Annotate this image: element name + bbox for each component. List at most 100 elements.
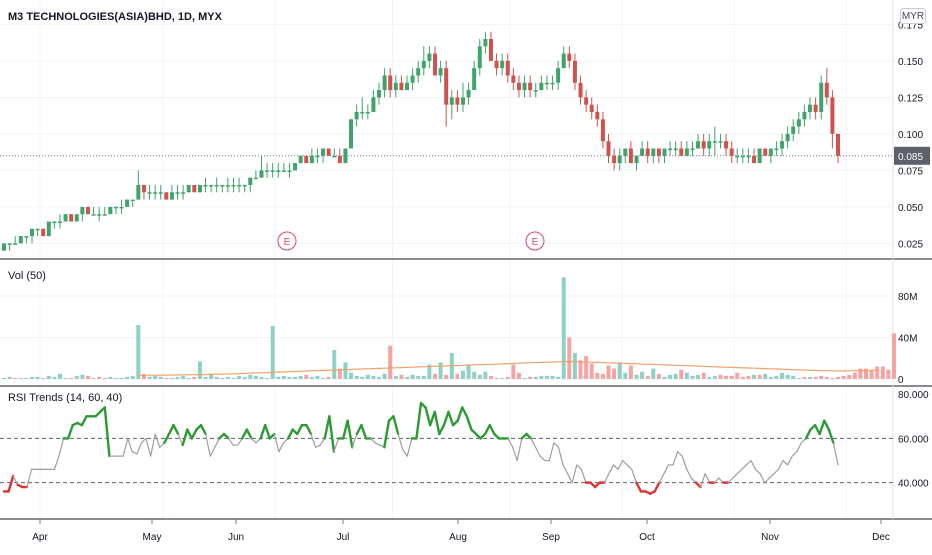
last-price-label: 0.085: [898, 152, 923, 163]
candle-body: [472, 68, 477, 91]
rsi-segment: [333, 437, 340, 453]
rsi-segment: [745, 459, 752, 466]
volume-bar: [91, 377, 96, 379]
candle-body: [80, 206, 85, 215]
volume-bar: [7, 376, 12, 379]
rsi-segment: [222, 432, 230, 440]
candle-body: [460, 97, 465, 105]
candle-body: [556, 68, 561, 83]
candle-body: [483, 38, 488, 47]
rsi-segment: [305, 423, 313, 436]
price-axis-tick: 0.025: [898, 239, 923, 250]
candle-body: [220, 184, 225, 187]
volume-bar: [80, 374, 85, 379]
rsi-segment: [131, 451, 138, 455]
rsi-segment: [315, 444, 321, 448]
volume-bar: [410, 374, 415, 379]
rsi-segment: [433, 410, 441, 436]
volume-bar: [763, 373, 768, 379]
rsi-segment: [186, 428, 194, 440]
volume-bar: [444, 374, 449, 379]
volume-bar: [623, 372, 628, 379]
price-axis-tick: 0.100: [898, 130, 923, 141]
rsi-segment: [653, 481, 661, 493]
volume-bar: [841, 375, 846, 379]
candle-body: [388, 75, 393, 91]
rsi-segment: [145, 437, 152, 457]
candle-body: [567, 53, 572, 61]
volume-bar: [595, 372, 600, 379]
rsi-segment: [397, 433, 404, 451]
candle-body: [102, 214, 107, 216]
price-axis-tick: 0.150: [898, 57, 923, 68]
volume-bar: [696, 374, 701, 379]
rsi-segment: [273, 433, 280, 453]
volume-axis-tick: 80M: [898, 292, 917, 303]
candle-body: [326, 148, 331, 156]
volume-bar: [617, 362, 622, 379]
earnings-marker: [525, 231, 545, 251]
candle-body: [684, 148, 689, 156]
volume-bar: [578, 360, 583, 379]
candle-body: [119, 206, 124, 209]
volume-bar: [791, 375, 796, 379]
earnings-marker-label: E: [284, 237, 291, 248]
candle-body: [432, 53, 437, 76]
rsi-segment: [154, 433, 161, 448]
candle-body: [589, 104, 594, 112]
volume-bar: [214, 376, 219, 379]
rsi-segment: [447, 410, 455, 427]
volume-bar: [802, 376, 807, 379]
volume-bar: [785, 374, 790, 379]
rsi-segment: [663, 464, 670, 475]
rsi-segment: [205, 433, 211, 457]
rsi-segment: [580, 468, 587, 484]
volume-bar: [13, 377, 18, 379]
candle-body: [63, 214, 68, 222]
currency-badge[interactable]: MYR: [900, 8, 926, 24]
rsi-segment: [818, 419, 826, 436]
rsi-segment: [346, 419, 354, 449]
rsi-segment: [686, 468, 692, 479]
last-price-label-bg: [894, 146, 930, 165]
candle-body: [108, 206, 113, 215]
candle-body: [399, 82, 404, 91]
candle-body: [836, 133, 840, 156]
rsi-segment: [796, 442, 802, 453]
volume-bar: [315, 375, 320, 379]
rsi-segment: [199, 423, 207, 436]
volume-bar: [752, 374, 757, 379]
volume-bar: [85, 375, 90, 379]
candle-body: [253, 177, 258, 180]
rsi-segment: [507, 437, 514, 448]
volume-bar: [875, 366, 880, 379]
rsi-segment: [323, 415, 331, 440]
volume-bar: [304, 374, 309, 379]
candle-body: [416, 68, 421, 76]
volume-bar: [332, 349, 337, 379]
volume-bar: [52, 376, 57, 379]
rsi-segment: [374, 442, 381, 446]
rsi-segment: [617, 459, 624, 470]
volume-bar: [29, 376, 34, 379]
volume-bar: [824, 376, 829, 379]
volume-bar: [393, 375, 398, 379]
candle-body: [405, 82, 410, 91]
volume-bar: [2, 377, 6, 379]
rsi-segment: [773, 468, 780, 475]
volume-bar: [141, 373, 146, 379]
candle-body: [29, 228, 34, 237]
rsi-segment: [177, 433, 184, 446]
x-axis-label: Aug: [449, 532, 467, 543]
volume-bar: [455, 373, 460, 379]
candle-body: [544, 82, 549, 85]
candle-body: [41, 228, 46, 237]
candle-body: [455, 97, 460, 105]
candle-body: [740, 155, 745, 158]
volume-bar: [645, 375, 650, 379]
volume-bar: [796, 377, 801, 379]
rsi-pane-title: RSI Trends (14, 60, 40): [6, 392, 125, 404]
rsi-segment: [140, 437, 147, 444]
